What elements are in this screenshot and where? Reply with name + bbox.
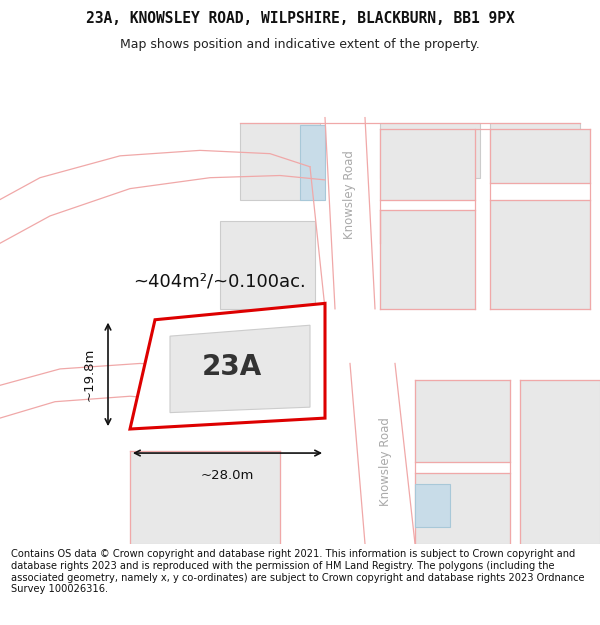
Text: ~19.8m: ~19.8m	[83, 348, 96, 401]
Polygon shape	[325, 118, 375, 309]
Polygon shape	[490, 199, 590, 309]
Polygon shape	[130, 451, 280, 544]
Polygon shape	[240, 123, 320, 199]
Polygon shape	[490, 129, 590, 183]
Polygon shape	[380, 123, 480, 177]
Polygon shape	[380, 211, 475, 309]
Text: Knowsley Road: Knowsley Road	[379, 418, 392, 506]
Polygon shape	[130, 303, 325, 429]
Polygon shape	[220, 221, 315, 309]
Polygon shape	[300, 125, 325, 199]
Text: ~404m²/~0.100ac.: ~404m²/~0.100ac.	[133, 272, 306, 291]
Text: Knowsley Road: Knowsley Road	[343, 149, 356, 239]
Text: 23A: 23A	[202, 352, 262, 381]
Polygon shape	[520, 380, 600, 544]
Polygon shape	[415, 472, 510, 544]
Polygon shape	[350, 364, 415, 544]
Polygon shape	[170, 325, 310, 412]
Text: 23A, KNOWSLEY ROAD, WILPSHIRE, BLACKBURN, BB1 9PX: 23A, KNOWSLEY ROAD, WILPSHIRE, BLACKBURN…	[86, 11, 514, 26]
Polygon shape	[490, 123, 580, 177]
Polygon shape	[415, 484, 450, 528]
Text: Map shows position and indicative extent of the property.: Map shows position and indicative extent…	[120, 38, 480, 51]
Polygon shape	[0, 58, 600, 544]
Text: Contains OS data © Crown copyright and database right 2021. This information is : Contains OS data © Crown copyright and d…	[11, 549, 584, 594]
Polygon shape	[380, 129, 475, 199]
Text: ~28.0m: ~28.0m	[201, 469, 254, 482]
Polygon shape	[415, 380, 510, 462]
